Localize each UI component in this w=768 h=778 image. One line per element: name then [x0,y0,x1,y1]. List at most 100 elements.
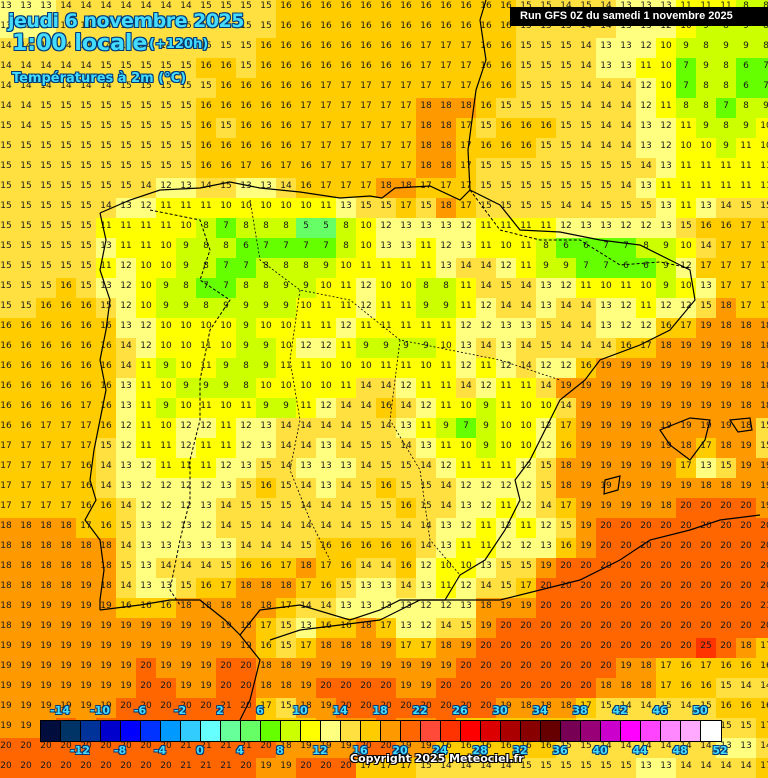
grid-cell [316,158,336,178]
grid-cell [596,158,616,178]
grid-cell [196,58,216,78]
grid-cell [56,98,76,118]
legend-tick-top: 6 [256,704,264,717]
grid-cell [716,38,736,58]
grid-cell [236,118,256,138]
legend-swatch [421,721,441,741]
legend-swatch [621,721,641,741]
grid-cell [196,18,216,38]
copyright-notice: Copyright 2025 Meteociel.fr [350,752,524,765]
legend-swatch [301,721,321,741]
grid-cell [76,0,96,18]
grid-cell [656,178,676,198]
grid-cell [436,18,456,38]
grid-cell [96,138,116,158]
grid-cell [236,78,256,98]
grid-cell [696,38,716,58]
grid-cell [296,58,316,78]
grid-cell [16,118,36,138]
legend-tick-top: 14 [332,704,348,717]
grid-cell [156,78,176,98]
grid-cell [636,98,656,118]
grid-cell [176,138,196,158]
grid-cell [236,138,256,158]
legend-tick-top: 26 [452,704,468,717]
legend-swatch [521,721,541,741]
grid-cell [736,178,756,198]
grid-cell [316,98,336,118]
grid-cell [156,38,176,58]
grid-cell [316,178,336,198]
grid-cell [376,178,396,198]
grid-cell [96,0,116,18]
grid-cell [576,118,596,138]
grid-cell [296,78,316,98]
grid-cell [96,38,116,58]
grid-cell [0,178,16,198]
grid-cell [436,118,456,138]
grid-cell [496,38,516,58]
grid-cell [436,178,456,198]
grid-cell [36,0,56,18]
grid-cell [596,38,616,58]
grid-cell [596,118,616,138]
grid-cell [636,178,656,198]
grid-cell [16,0,36,18]
grid-cell [276,58,296,78]
grid-cell [476,98,496,118]
grid-cell [156,18,176,38]
grid-cell [0,98,16,118]
grid-cell [36,158,56,178]
grid-cell [756,118,768,138]
grid-cell [496,78,516,98]
grid-cell [256,158,276,178]
legend-tick-bottom: 36 [552,744,568,757]
grid-cell [676,158,696,178]
grid-cell [716,58,736,78]
grid-cell [416,58,436,78]
grid-cell [76,138,96,158]
grid-cell [516,98,536,118]
grid-cell [356,138,376,158]
grid-cell [736,98,756,118]
grid-cell [436,58,456,78]
grid-cell [136,38,156,58]
grid-cell [176,78,196,98]
run-info-banner: Run GFS 0Z du samedi 1 novembre 2025 [510,7,768,26]
legend-swatch [701,721,721,741]
grid-cell [376,0,396,18]
grid-cell [336,18,356,38]
grid-cell [696,78,716,98]
legend-swatch [221,721,241,741]
grid-cell [456,98,476,118]
legend-tick-top: 38 [572,704,588,717]
grid-cell [596,138,616,158]
grid-cell [136,118,156,138]
grid-cell [456,138,476,158]
grid-cell [276,118,296,138]
grid-cell [16,38,36,58]
grid-cell [436,138,456,158]
grid-cell [336,178,356,198]
grid-cell [756,38,768,58]
legend-swatch [81,721,101,741]
grid-cell [536,78,556,98]
grid-cell [36,38,56,58]
grid-cell [216,158,236,178]
grid-cell [36,138,56,158]
grid-cell [116,18,136,38]
grid-cell [556,98,576,118]
grid-cell [456,178,476,198]
grid-cell [516,138,536,158]
grid-cell [636,58,656,78]
grid-cell [656,38,676,58]
grid-cell [76,198,96,218]
grid-cell [376,138,396,158]
legend-tick-bottom: -4 [153,744,167,757]
grid-cell [16,58,36,78]
grid-cell [256,118,276,138]
grid-cell [96,98,116,118]
grid-cell [636,38,656,58]
grid-cell [416,18,436,38]
